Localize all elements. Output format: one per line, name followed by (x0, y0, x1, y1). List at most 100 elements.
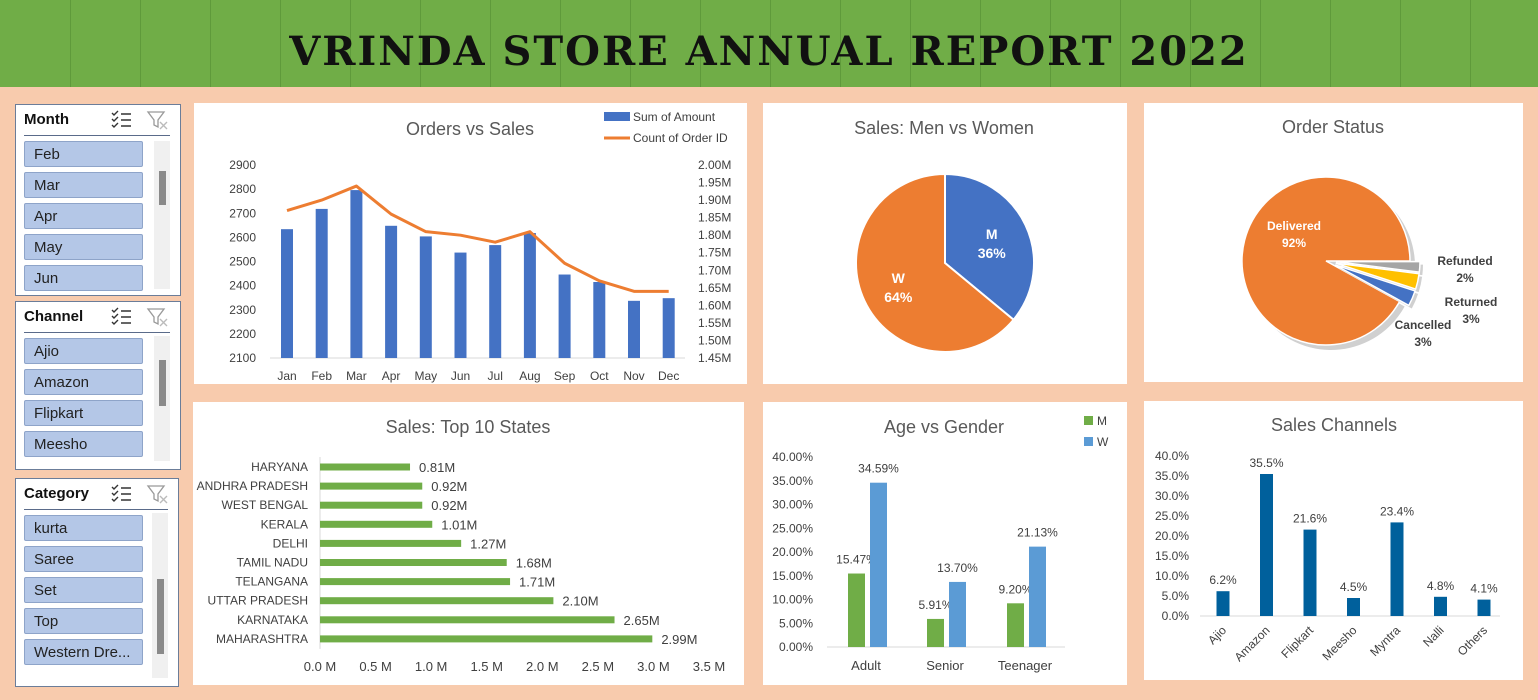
left-axis-tick: 2100 (229, 351, 256, 365)
clear-filter-icon[interactable] (146, 109, 170, 131)
sales-channels-panel: Sales Channels 40.0% 35.0% 30.0% 25.0% 20.0% 1… (1144, 401, 1523, 680)
x-axis-tick: Flipkart (1278, 623, 1316, 661)
slicer-item-kurta[interactable]: kurta (24, 515, 143, 541)
x-axis-tick: Sep (554, 369, 576, 383)
month-slicer[interactable]: Month Feb Mar Apr May Jun (15, 104, 181, 296)
slicer-item-apr[interactable]: Apr (24, 203, 143, 229)
bar-state (320, 520, 433, 528)
age-vs-gender-chart: Age vs Gender MW 40.00% 35.00% 30.00% 25.00% 2… (772, 414, 1109, 673)
bar-channel (1303, 529, 1317, 616)
slicer-scrollbar[interactable] (154, 141, 170, 289)
left-axis-tick: 2800 (229, 182, 256, 196)
slicer-item-meesho[interactable]: Meesho (24, 431, 143, 457)
bar-w (1029, 546, 1046, 647)
slicer-item-western-dre[interactable]: Western Dre... (24, 639, 143, 665)
slicer-divider (24, 509, 168, 510)
legend-label: Count of Order ID (633, 131, 728, 145)
slicer-item-may[interactable]: May (24, 234, 143, 260)
right-axis-tick: 1.60M (698, 298, 731, 312)
slicer-item-top[interactable]: Top (24, 608, 143, 634)
x-axis-tick: May (414, 369, 437, 383)
x-axis-tick: Meesho (1320, 623, 1360, 663)
x-axis-tick: 0.5 M (359, 659, 392, 674)
banner-gridline (630, 0, 631, 87)
chart-title: Sales Channels (1271, 415, 1397, 435)
y-axis-tick: 10.0% (1155, 569, 1189, 583)
data-label: 0.92M (431, 479, 467, 494)
x-axis-tick: 2.5 M (582, 659, 615, 674)
slicer-item-saree[interactable]: Saree (24, 546, 143, 572)
y-axis-tick: 20.00% (772, 545, 813, 559)
top-states-panel: Sales: Top 10 States HARYANA 0.81M ANDHRA P… (193, 402, 744, 685)
slicer-item-amazon[interactable]: Amazon (24, 369, 143, 395)
multi-select-icon[interactable] (110, 109, 132, 129)
slicer-item-jun[interactable]: Jun (24, 265, 143, 291)
data-label: 9.20% (998, 582, 1032, 596)
clear-filter-icon[interactable] (146, 306, 170, 328)
x-axis-tick: Feb (311, 369, 332, 383)
multi-select-icon[interactable] (110, 483, 132, 503)
bar-state (320, 635, 653, 643)
slicer-title: Channel (24, 308, 84, 325)
category-slicer[interactable]: Category kurta Saree Set Top Western Dre... (15, 478, 179, 687)
banner-gridline (1120, 0, 1121, 87)
chart-title: Age vs Gender (884, 417, 1004, 437)
slicer-item-mar[interactable]: Mar (24, 172, 143, 198)
legend-swatch-amount (604, 112, 630, 121)
data-label: 21.6% (1293, 512, 1327, 526)
y-axis-tick: ANDHRA PRADESH (197, 479, 308, 493)
page-title: VRINDA STORE ANNUAL REPORT 2022 (289, 28, 1249, 75)
y-axis-tick: 30.0% (1155, 489, 1189, 503)
banner-gridline (70, 0, 71, 87)
data-label: 34.59% (858, 462, 899, 476)
data-label: 4.5% (1340, 580, 1368, 594)
y-axis-tick: MAHARASHTRA (216, 632, 308, 646)
y-axis-tick: 40.0% (1155, 449, 1189, 463)
right-axis-tick: 1.65M (698, 281, 731, 295)
y-axis-tick: 25.0% (1155, 509, 1189, 523)
top-states-chart: Sales: Top 10 States HARYANA 0.81M ANDHRA P… (197, 417, 726, 674)
slice-percent: 2% (1456, 271, 1474, 285)
x-axis-tick: 3.5 M (693, 659, 726, 674)
left-axis-tick: 2600 (229, 230, 256, 244)
slice-label: Refunded (1437, 254, 1492, 268)
slicer-item-flipkart[interactable]: Flipkart (24, 400, 143, 426)
bar-sum-of-amount (315, 208, 328, 358)
right-axis-tick: 1.75M (698, 246, 731, 260)
x-axis-tick: Nov (623, 369, 644, 383)
multi-select-icon[interactable] (110, 306, 132, 326)
data-label: 1.71M (519, 575, 555, 590)
banner-gridline (210, 0, 211, 87)
x-axis-tick: Jul (488, 369, 503, 383)
slicer-scroll-thumb[interactable] (157, 579, 164, 654)
y-axis-tick: 20.0% (1155, 529, 1189, 543)
right-axis-tick: 1.80M (698, 228, 731, 242)
left-axis-tick: 2500 (229, 255, 256, 269)
y-axis-tick: 10.00% (772, 593, 813, 607)
pie-slice-refunded (1335, 260, 1421, 273)
legend-swatch-m (1084, 416, 1093, 425)
slice-percent: 36% (978, 245, 1007, 261)
channel-slicer[interactable]: Channel Ajio Amazon Flipkart Meesho (15, 301, 181, 470)
clear-filter-icon[interactable] (146, 483, 170, 505)
slice-label: Returned (1445, 295, 1498, 309)
slicer-scroll-thumb[interactable] (159, 171, 166, 205)
data-label: 13.70% (937, 561, 978, 575)
bar-channel (1477, 599, 1491, 616)
slicer-scroll-thumb[interactable] (159, 360, 166, 406)
banner-gridline (700, 0, 701, 87)
pie-slice-returned (1335, 262, 1420, 291)
banner-gridline (350, 0, 351, 87)
data-label: 1.68M (516, 556, 552, 571)
slicer-item-ajio[interactable]: Ajio (24, 338, 143, 364)
x-axis-tick: Amazon (1232, 623, 1273, 664)
y-axis-tick: HARYANA (251, 460, 308, 474)
slicer-item-feb[interactable]: Feb (24, 141, 143, 167)
bar-sum-of-amount (419, 236, 432, 358)
slicer-item-set[interactable]: Set (24, 577, 143, 603)
data-label: 21.13% (1017, 526, 1058, 540)
y-axis-tick: 15.00% (772, 569, 813, 583)
bar-channel (1347, 598, 1360, 616)
bar-sum-of-amount (593, 282, 606, 358)
left-axis-tick: 2300 (229, 303, 256, 317)
